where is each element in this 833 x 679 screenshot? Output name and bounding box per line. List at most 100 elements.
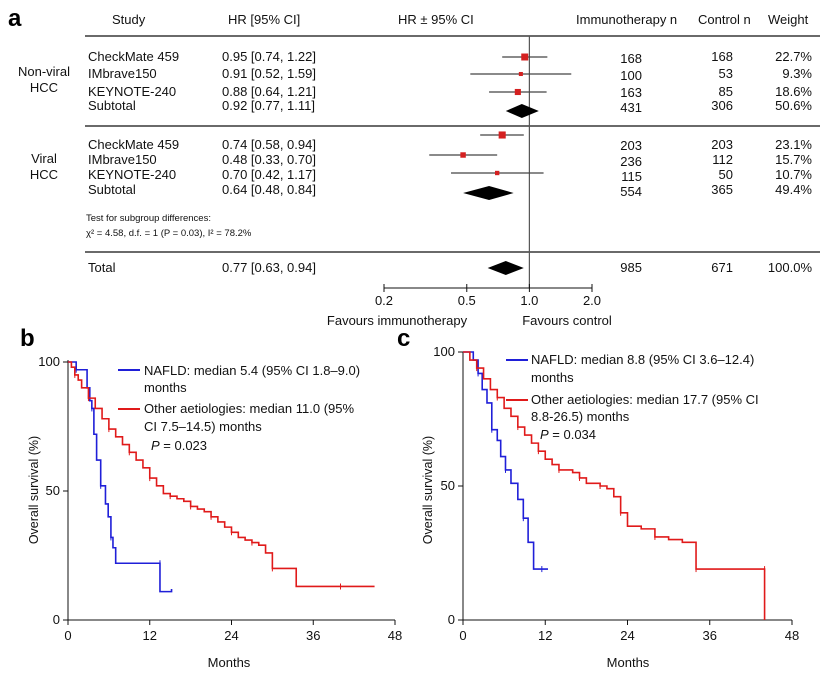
- legend-nafld-line1: NAFLD: median 5.4 (95% CI 1.8–9.0): [144, 363, 360, 378]
- study-name: IMbrave150: [88, 152, 157, 167]
- y-tick-label: 50: [46, 483, 60, 498]
- tick-label: 2.0: [583, 293, 601, 308]
- weight: 49.4%: [775, 182, 812, 197]
- study-name: Subtotal: [88, 182, 136, 197]
- study-name: CheckMate 459: [88, 137, 179, 152]
- hr-ci-text: 0.92 [0.77, 1.11]: [222, 98, 315, 113]
- panel-label-b: b: [20, 325, 35, 352]
- x-axis-label: Months: [208, 655, 251, 670]
- forest-row: KEYNOTE-240 0.70 [0.42, 1.17] 115 50 10.…: [88, 167, 812, 184]
- study-name: CheckMate 459: [88, 49, 179, 64]
- study-name: IMbrave150: [88, 66, 157, 81]
- y-tick-label: 50: [441, 478, 455, 493]
- x-tick-label: 24: [224, 628, 238, 643]
- header-immunotherapy-n: Immunotherapy n: [576, 12, 677, 27]
- x-tick-label: 36: [703, 628, 717, 643]
- x-tick-label: 48: [785, 628, 799, 643]
- legend-nafld-line2: months: [144, 380, 187, 395]
- tick-label: 0.5: [458, 293, 476, 308]
- forest-row-total: Total 0.77 [0.63, 0.94] 985 671 100.0%: [88, 260, 812, 275]
- x-tick-label: 24: [620, 628, 634, 643]
- survival-curve-other: [68, 361, 375, 588]
- weight: 23.1%: [775, 137, 812, 152]
- survival-curve-nafld: [68, 361, 173, 593]
- forest-row: IMbrave150 0.48 [0.33, 0.70] 236 112 15.…: [88, 152, 812, 169]
- weight: 50.6%: [775, 98, 812, 113]
- header-control-n: Control n: [698, 12, 751, 27]
- weight: 18.6%: [775, 84, 812, 99]
- header-weight: Weight: [768, 12, 809, 27]
- control-n: 112: [712, 152, 733, 167]
- legend-nafld-line2: months: [531, 370, 574, 385]
- forest-row: CheckMate 459 0.74 [0.58, 0.94] 203 203 …: [88, 137, 812, 153]
- x-tick-label: 0: [459, 628, 466, 643]
- study-name: Subtotal: [88, 98, 136, 113]
- control-n: 306: [711, 98, 733, 113]
- forest-row: Subtotal 0.64 [0.48, 0.84] 554 365 49.4%: [88, 182, 812, 199]
- control-n: 203: [711, 137, 733, 152]
- hr-point: [514, 88, 521, 96]
- axis-ticks: 0 12 24 36 48 0 50 100: [38, 354, 402, 643]
- p-value-symbol: P: [540, 427, 549, 442]
- header-study: Study: [112, 12, 146, 27]
- hr-ci-text: 0.91 [0.52, 1.59]: [222, 66, 316, 81]
- control-n: 53: [719, 66, 733, 81]
- header-hr-plot: HR ± 95% CI: [398, 12, 474, 27]
- group-label-viral-line2: HCC: [30, 167, 58, 182]
- immunotherapy-n: 115: [621, 169, 642, 184]
- summary-diamond: [463, 186, 514, 200]
- survival-curves: [463, 351, 766, 620]
- immunotherapy-n: 431: [620, 100, 642, 115]
- hr-point: [518, 71, 523, 77]
- group-label-viral-line1: Viral: [31, 151, 57, 166]
- tick-label: 1.0: [520, 293, 538, 308]
- weight: 15.7%: [775, 152, 812, 167]
- x-tick-label: 12: [538, 628, 552, 643]
- legend-other-line1: Other aetiologies: median 17.7 (95% CI: [531, 392, 759, 407]
- weight: 9.3%: [782, 66, 812, 81]
- forest-row: IMbrave150 0.91 [0.52, 1.59] 100 53 9.3%: [88, 66, 812, 83]
- immunotherapy-n: 163: [620, 85, 642, 100]
- hr-point: [521, 53, 529, 61]
- legend-other-line1: Other aetiologies: median 11.0 (95%: [144, 401, 354, 416]
- x-tick-label: 36: [306, 628, 320, 643]
- y-tick-label: 0: [448, 612, 455, 627]
- forest-marks: [429, 36, 572, 288]
- group-label-nonviral-line2: HCC: [30, 80, 58, 95]
- tick-label: 0.2: [375, 293, 393, 308]
- weight: 22.7%: [775, 49, 812, 64]
- favours-control-label: Favours control: [522, 313, 612, 328]
- hr-ci-text: 0.95 [0.74, 1.22]: [222, 49, 316, 64]
- p-value: P = 0.034: [540, 427, 596, 442]
- survival-curve-nafld: [463, 351, 548, 570]
- control-n: 168: [711, 49, 733, 64]
- immunotherapy-n: 168: [620, 51, 642, 66]
- control-n: 671: [711, 260, 733, 275]
- x-tick-label: 0: [64, 628, 71, 643]
- hr-ci-text: 0.88 [0.64, 1.21]: [222, 84, 316, 99]
- study-name: KEYNOTE-240: [88, 84, 176, 99]
- p-value-number: = 0.023: [160, 438, 207, 453]
- hr-ci-text: 0.64 [0.48, 0.84]: [222, 182, 316, 197]
- hr-ci-text: 0.70 [0.42, 1.17]: [222, 167, 316, 182]
- immunotherapy-n: 554: [620, 184, 642, 199]
- forest-ticks: 0.2 0.5 1.0 2.0: [375, 284, 601, 308]
- weight: 10.7%: [775, 167, 812, 182]
- x-tick-label: 12: [143, 628, 157, 643]
- forest-row: KEYNOTE-240 0.88 [0.64, 1.21] 163 85 18.…: [88, 84, 812, 100]
- immunotherapy-n: 100: [620, 68, 642, 83]
- x-tick-label: 48: [388, 628, 402, 643]
- legend-nafld-line1: NAFLD: median 8.8 (95% CI 3.6–12.4): [531, 352, 754, 367]
- subgroup-test-stats: χ² = 4.58, d.f. = 1 (P = 0.03), I² = 78.…: [86, 228, 252, 239]
- p-value: P = 0.023: [151, 438, 207, 453]
- immunotherapy-n: 236: [620, 154, 642, 169]
- y-tick-label: 100: [38, 354, 60, 369]
- legend: NAFLD: median 5.4 (95% CI 1.8–9.0) month…: [118, 363, 360, 453]
- hr-point: [494, 170, 500, 176]
- y-tick-label: 0: [53, 612, 60, 627]
- summary-diamond: [505, 104, 539, 118]
- km-panel-b: b 0 12 24 36 48 0 50 100 Overall survival (%) M…: [20, 325, 402, 670]
- y-tick-label: 100: [433, 344, 455, 359]
- survival-curves: [68, 361, 375, 593]
